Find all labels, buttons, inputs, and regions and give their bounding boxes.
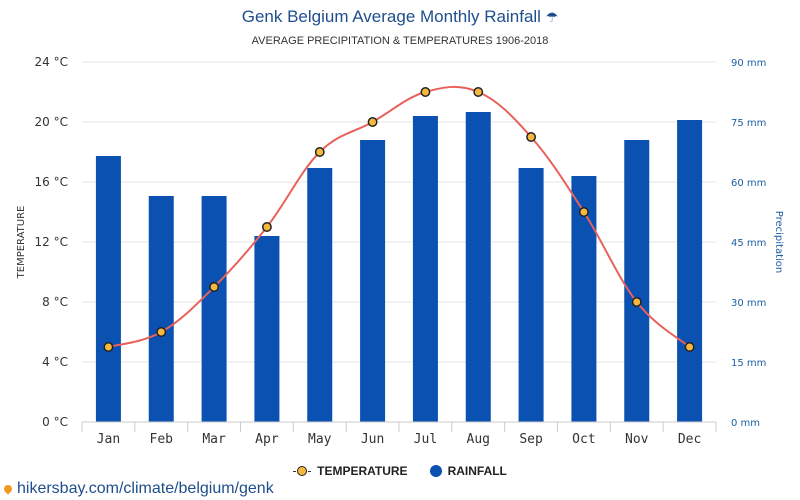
left-tick-label: 16 °C (35, 175, 68, 189)
grid-lines (82, 61, 716, 423)
location-pin-icon (2, 483, 14, 495)
temperature-point[interactable] (314, 147, 325, 157)
right-tick-label: 30 mm (731, 298, 766, 309)
umbrella-icon: ☂ (545, 9, 559, 25)
rainfall-bar[interactable] (148, 196, 174, 422)
right-axis-ticks: 0 mm 15 mm 30 mm 45 mm 60 mm 75 mm 90 mm (731, 58, 766, 429)
rainfall-bar[interactable] (201, 196, 227, 422)
temperature-point[interactable] (631, 297, 642, 307)
temperature-points (103, 87, 695, 352)
temperature-point[interactable] (156, 327, 167, 337)
right-tick-label: 75 mm (731, 118, 766, 129)
chart-subtitle: AVERAGE PRECIPITATION & TEMPERATURES 190… (251, 35, 549, 47)
temperature-point[interactable] (684, 342, 695, 352)
chart-title-text: Genk Belgium Average Monthly Rainfall (241, 7, 541, 26)
x-tick-label: Jan (97, 432, 120, 447)
chart-title: Genk Belgium Average Monthly Rainfall ☂ (0, 7, 800, 27)
left-tick-label: 8 °C (42, 295, 68, 309)
temperature-point[interactable] (261, 222, 272, 232)
right-tick-label: 60 mm (731, 178, 766, 189)
rainfall-bar[interactable] (412, 116, 438, 422)
chart-legend: TEMPERATURE RAINFALL (0, 464, 800, 478)
x-tick-label: Jul (414, 432, 437, 447)
legend-item-rainfall[interactable]: RAINFALL (429, 464, 507, 478)
rainfall-bar[interactable] (360, 140, 386, 422)
left-axis-title: TEMPERATURE (16, 206, 27, 280)
chart-plot: 0 °C 4 °C 8 °C 12 °C 16 °C 20 °C 24 °C 0 mm 15 … (16, 55, 784, 447)
rainfall-bar[interactable] (571, 176, 597, 422)
x-tick-label: Dec (678, 432, 701, 447)
x-tick-label: May (308, 432, 332, 447)
x-tick-label: Mar (202, 432, 226, 447)
temperature-line (108, 85, 691, 348)
rainfall-bar[interactable] (95, 156, 121, 422)
rainfall-bar[interactable] (677, 120, 703, 422)
x-tick-label: Apr (255, 432, 279, 447)
rainfall-bar[interactable] (307, 168, 333, 422)
right-tick-label: 15 mm (731, 358, 766, 369)
left-tick-label: 12 °C (35, 235, 68, 249)
temperature-point[interactable] (209, 282, 220, 292)
temperature-point[interactable] (103, 342, 114, 352)
rainfall-bar[interactable] (624, 140, 650, 422)
right-axis-title: Precipitation (773, 211, 784, 274)
rainfall-bar[interactable] (518, 168, 544, 422)
x-tick-label: Nov (625, 432, 649, 447)
x-tick-label: Oct (572, 432, 595, 447)
source-text: hikersbay.com/climate/belgium/genk (17, 480, 274, 497)
temperature-point[interactable] (420, 87, 431, 97)
circle-marker-icon (429, 465, 442, 477)
left-axis-ticks: 0 °C 4 °C 8 °C 12 °C 16 °C 20 °C 24 °C (35, 55, 68, 429)
source-link[interactable]: hikersbay.com/climate/belgium/genk (2, 480, 274, 498)
left-tick-label: 24 °C (35, 55, 68, 69)
x-axis-ticks: Jan Feb Mar Apr May Jun Jul Aug Sep Oct Nov Dec (81, 421, 717, 447)
left-tick-label: 0 °C (42, 415, 68, 429)
right-tick-label: 0 mm (731, 418, 760, 429)
rainfall-bar[interactable] (254, 236, 280, 422)
left-tick-label: 20 °C (35, 115, 68, 129)
legend-item-temperature[interactable]: TEMPERATURE (293, 464, 408, 478)
x-tick-label: Sep (519, 432, 543, 447)
legend-label-rainfall: RAINFALL (447, 464, 507, 478)
temperature-point[interactable] (473, 87, 484, 97)
right-tick-label: 45 mm (731, 238, 766, 249)
legend-label-temperature: TEMPERATURE (317, 464, 408, 478)
x-tick-label: Aug (467, 432, 490, 447)
line-marker-icon (293, 465, 312, 477)
x-tick-label: Feb (150, 432, 174, 447)
temperature-point[interactable] (578, 207, 589, 217)
temperature-point[interactable] (367, 117, 378, 127)
left-tick-label: 4 °C (42, 355, 68, 369)
temperature-point[interactable] (526, 132, 537, 142)
right-tick-label: 90 mm (731, 58, 766, 69)
rainfall-bar[interactable] (465, 112, 491, 422)
rainfall-bars (95, 112, 703, 422)
x-tick-label: Jun (361, 432, 384, 447)
